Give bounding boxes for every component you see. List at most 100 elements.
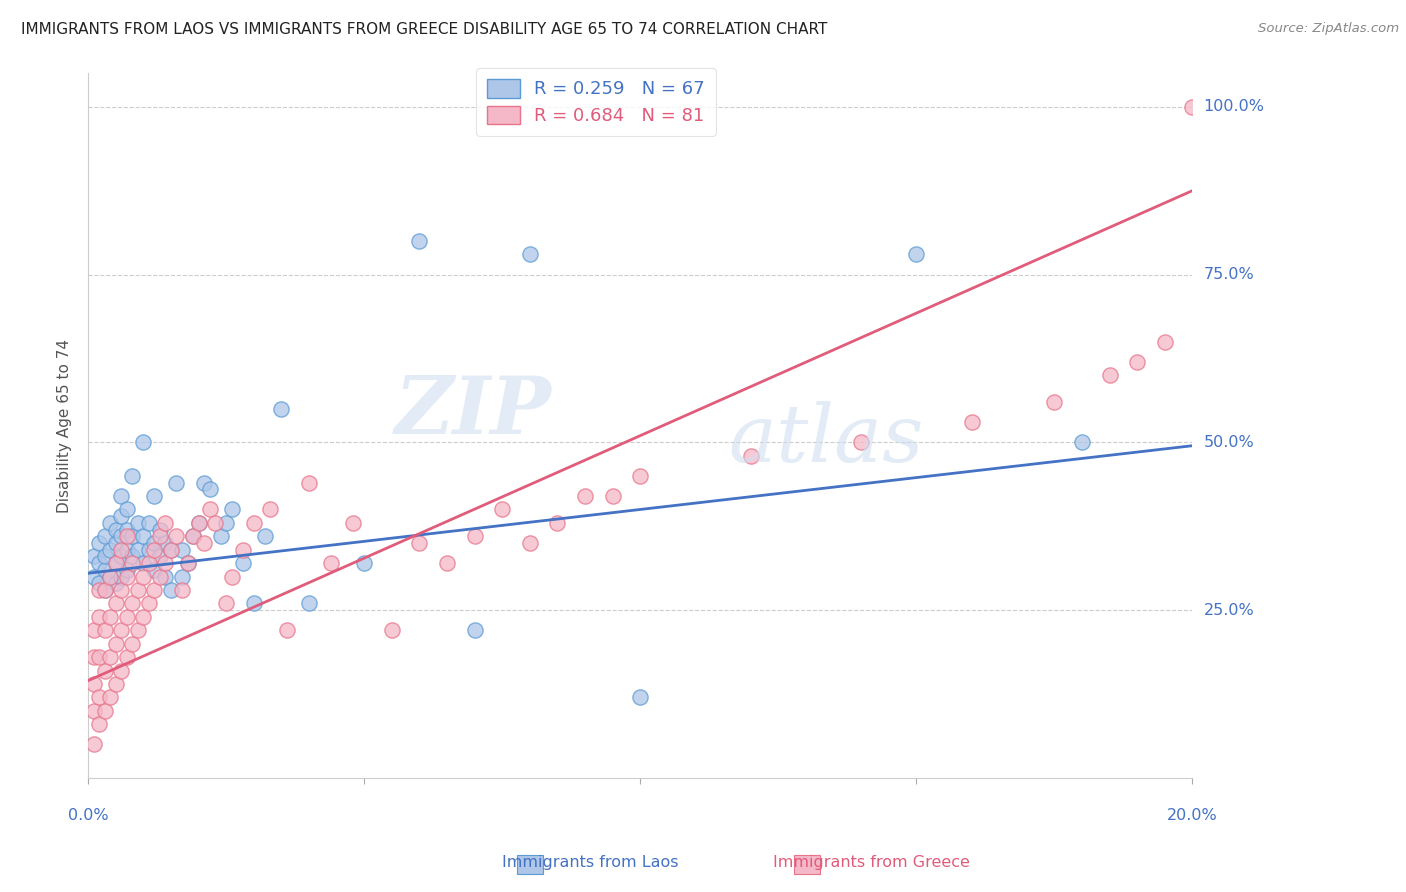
Point: [110, 664, 132, 678]
Point: [193, 536, 215, 550]
Point: [166, 475, 188, 490]
Text: atlas: atlas: [728, 401, 924, 478]
Point: [104, 556, 127, 570]
Point: [115, 529, 138, 543]
Point: [110, 489, 132, 503]
Point: [181, 529, 204, 543]
Point: [187, 516, 209, 530]
Point: [110, 569, 132, 583]
Point: [1098, 368, 1121, 383]
Text: ZIP: ZIP: [395, 373, 553, 450]
Point: [98, 516, 121, 530]
Point: [143, 542, 166, 557]
Point: [221, 569, 243, 583]
Point: [121, 529, 143, 543]
Point: [132, 556, 155, 570]
Text: 100.0%: 100.0%: [1204, 99, 1264, 114]
Point: [215, 516, 238, 530]
Text: Source: ZipAtlas.com: Source: ZipAtlas.com: [1258, 22, 1399, 36]
Point: [170, 542, 193, 557]
Point: [115, 542, 138, 557]
Point: [104, 596, 127, 610]
Point: [193, 475, 215, 490]
Text: Immigrants from Greece: Immigrants from Greece: [773, 855, 970, 870]
Point: [115, 650, 138, 665]
Point: [204, 516, 226, 530]
Point: [83, 677, 105, 691]
Point: [149, 523, 172, 537]
Point: [93, 582, 115, 597]
Point: [1181, 100, 1204, 114]
Point: [408, 536, 430, 550]
Point: [464, 624, 486, 638]
Point: [170, 582, 193, 597]
Point: [93, 582, 115, 597]
Y-axis label: Disability Age 65 to 74: Disability Age 65 to 74: [58, 339, 72, 513]
Point: [519, 247, 541, 261]
Point: [110, 542, 132, 557]
Point: [89, 690, 111, 705]
Point: [602, 489, 624, 503]
Point: [93, 529, 115, 543]
Point: [138, 556, 160, 570]
Point: [89, 582, 111, 597]
Point: [83, 650, 105, 665]
Point: [149, 529, 172, 543]
Point: [104, 637, 127, 651]
Point: [740, 449, 762, 463]
Point: [115, 502, 138, 516]
Point: [98, 542, 121, 557]
Point: [436, 556, 458, 570]
Point: [83, 704, 105, 718]
Point: [408, 234, 430, 248]
Text: 0.0%: 0.0%: [67, 808, 108, 823]
Point: [121, 469, 143, 483]
Point: [121, 556, 143, 570]
Point: [89, 610, 111, 624]
Point: [127, 516, 149, 530]
Text: 50.0%: 50.0%: [1204, 435, 1254, 450]
Point: [83, 624, 105, 638]
Point: [232, 542, 254, 557]
Point: [198, 483, 221, 497]
Point: [176, 556, 198, 570]
Point: [98, 569, 121, 583]
Point: [89, 556, 111, 570]
Point: [89, 717, 111, 731]
Point: [381, 624, 404, 638]
Point: [298, 475, 321, 490]
Point: [121, 637, 143, 651]
Point: [143, 582, 166, 597]
Point: [110, 582, 132, 597]
Point: [89, 576, 111, 591]
Point: [519, 536, 541, 550]
Point: [198, 502, 221, 516]
Point: [166, 529, 188, 543]
Point: [149, 549, 172, 564]
Point: [93, 704, 115, 718]
Point: [98, 610, 121, 624]
Point: [155, 556, 177, 570]
Point: [1043, 395, 1066, 409]
Point: [93, 563, 115, 577]
Point: [127, 542, 149, 557]
Text: 75.0%: 75.0%: [1204, 267, 1254, 282]
Point: [93, 664, 115, 678]
Point: [155, 569, 177, 583]
Point: [628, 690, 651, 705]
Point: [181, 529, 204, 543]
Point: [849, 435, 872, 450]
Point: [176, 556, 198, 570]
Point: [132, 569, 155, 583]
Point: [149, 569, 172, 583]
Point: [115, 563, 138, 577]
Point: [143, 563, 166, 577]
Point: [319, 556, 342, 570]
Point: [132, 529, 155, 543]
Point: [98, 690, 121, 705]
Point: [905, 247, 928, 261]
Point: [1126, 355, 1149, 369]
Point: [628, 469, 651, 483]
Point: [104, 536, 127, 550]
Point: [574, 489, 596, 503]
